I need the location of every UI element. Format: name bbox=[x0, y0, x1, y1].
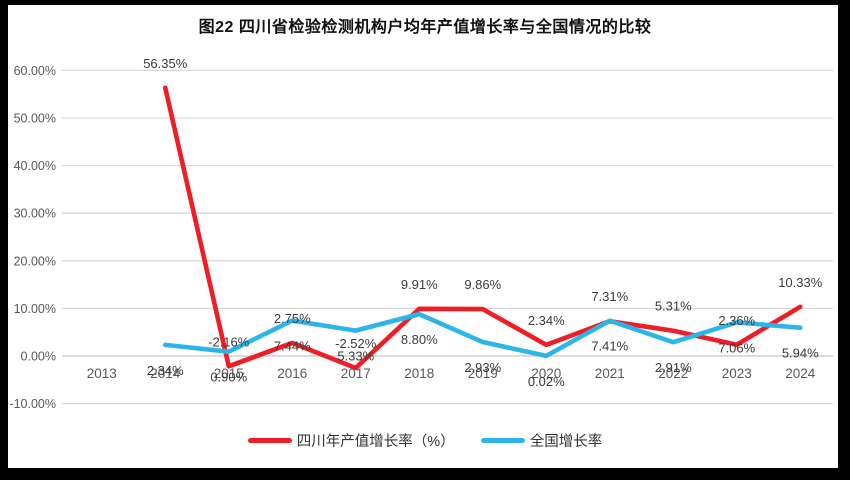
x-tick-label: 2019 bbox=[468, 366, 498, 381]
y-tick-label: 50.00% bbox=[14, 112, 56, 126]
y-tick-label: -10.00% bbox=[9, 397, 56, 411]
data-label-national: 0.02% bbox=[528, 374, 565, 389]
data-label-national: 7.41% bbox=[591, 339, 628, 354]
legend-label-national: 全国增长率 bbox=[529, 434, 603, 450]
data-label-sichuan: 9.86% bbox=[464, 277, 501, 292]
y-tick-label: 60.00% bbox=[14, 64, 56, 78]
x-tick-label: 2018 bbox=[404, 366, 434, 381]
x-tick-label: 2015 bbox=[214, 366, 244, 381]
series-line-national bbox=[162, 311, 803, 359]
x-tick-label: 2013 bbox=[87, 366, 117, 381]
y-tick-label: 30.00% bbox=[14, 207, 56, 221]
data-label-sichuan: 56.35% bbox=[143, 56, 188, 71]
legend-item-national: 全国增长率 bbox=[480, 430, 603, 451]
data-label-sichuan: 2.75% bbox=[274, 311, 311, 326]
x-tick-label: 2020 bbox=[531, 366, 561, 381]
legend-item-sichuan: 四川年产值增长率（%） bbox=[247, 430, 455, 451]
x-tick-label: 2014 bbox=[150, 366, 181, 381]
data-label-sichuan: -2.16% bbox=[208, 334, 250, 349]
data-label-national: 0.90% bbox=[210, 370, 247, 385]
legend-swatch-sichuan-icon bbox=[247, 438, 292, 443]
black-border-top bbox=[0, 0, 850, 5]
data-label-national: 2.93% bbox=[464, 360, 501, 375]
data-label-national: 7.06% bbox=[718, 340, 755, 355]
x-tick-label: 2023 bbox=[722, 366, 752, 381]
data-label-sichuan: 9.91% bbox=[401, 277, 438, 292]
chart-title: 图22 四川省检验检测机构户均年产值增长率与全国情况的比较 bbox=[198, 19, 652, 36]
black-border-right bbox=[838, 0, 850, 480]
data-label-sichuan: 7.31% bbox=[591, 289, 628, 304]
data-label-national: 7.44% bbox=[274, 339, 311, 354]
chart-legend: 四川年产值增长率（%） 全国增长率 bbox=[0, 430, 850, 451]
legend-label-sichuan: 四川年产值增长率（%） bbox=[296, 434, 455, 450]
data-label-national: 5.94% bbox=[782, 346, 819, 361]
x-tick-label: 2016 bbox=[277, 366, 307, 381]
legend-swatch-national-icon bbox=[480, 438, 525, 443]
x-tick-label: 2024 bbox=[785, 366, 816, 381]
black-border-left bbox=[0, 0, 8, 480]
data-label-sichuan: -2.52% bbox=[335, 336, 377, 351]
data-label-sichuan: 2.36% bbox=[718, 313, 755, 328]
x-tick-label: 2021 bbox=[595, 366, 625, 381]
x-tick-label: 2022 bbox=[658, 366, 688, 381]
data-label-national: 5.33% bbox=[337, 349, 374, 364]
data-label-national: 2.34% bbox=[147, 363, 184, 378]
data-label-national: 2.91% bbox=[655, 360, 692, 375]
data-label-sichuan: 2.34% bbox=[528, 313, 565, 328]
data-label-sichuan: 5.31% bbox=[655, 299, 692, 314]
series-line-sichuan bbox=[162, 85, 803, 371]
y-tick-label: 20.00% bbox=[14, 254, 56, 268]
y-tick-label: 0.00% bbox=[21, 350, 56, 364]
y-tick-label: 40.00% bbox=[14, 159, 56, 173]
black-border-bottom bbox=[0, 468, 850, 480]
y-tick-label: 10.00% bbox=[14, 302, 56, 316]
data-label-national: 8.80% bbox=[401, 332, 438, 347]
x-tick-label: 2017 bbox=[341, 366, 371, 381]
data-label-sichuan: 10.33% bbox=[778, 275, 823, 290]
